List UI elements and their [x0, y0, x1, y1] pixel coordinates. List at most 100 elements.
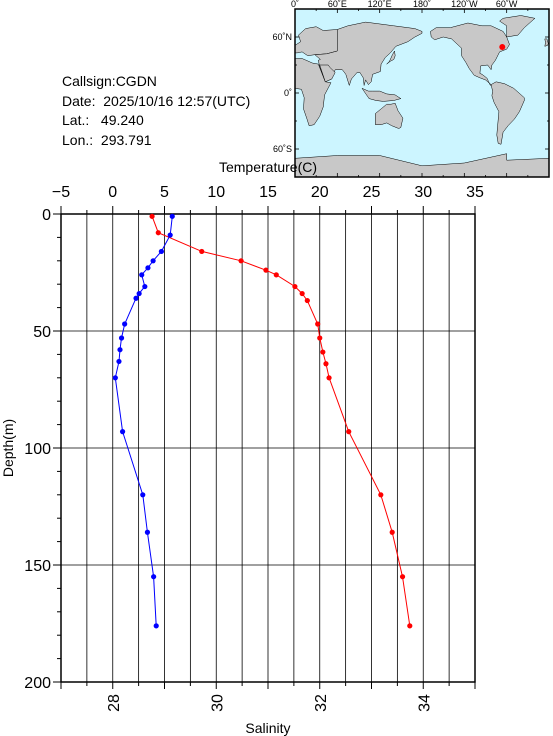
salinity-data-point — [139, 272, 145, 278]
depth-axis: 0 50 100 150 200 — [24, 207, 61, 692]
temperature-tick-label: 10 — [207, 184, 225, 201]
salinity-data-point — [116, 358, 122, 365]
salinity-data-point — [133, 295, 139, 301]
temperature-tick-label: 20 — [311, 184, 329, 201]
salinity-data-point — [142, 283, 148, 290]
salinity-data-point — [119, 429, 126, 435]
map-lat-label: 60˚S — [273, 144, 292, 154]
temperature-data-point — [299, 290, 305, 297]
salinity-data-point — [144, 529, 151, 535]
salinity-data-point — [167, 232, 173, 238]
temperature-tick-label: 30 — [414, 184, 432, 201]
depth-tick-label: 150 — [24, 558, 51, 575]
land-arabia — [319, 64, 336, 83]
map-top-labels: 0˚ 60˚E 120˚E 180˚ 120˚W 60˚W — [291, 0, 518, 9]
station-info: Callsign:CGDN Date: 2025/10/16 12:57(UTC… — [62, 72, 250, 150]
temperature-data-point — [326, 375, 332, 381]
temperature-data-point — [346, 429, 352, 435]
salinity-tick-label: 34 — [416, 694, 433, 712]
temperature-data-point — [317, 335, 323, 341]
temperature-data-point — [304, 297, 310, 304]
map-lon-label: 0˚ — [291, 0, 299, 9]
temperature-tick-label: 35 — [466, 184, 484, 201]
salinity-data-point — [150, 258, 156, 264]
temperature-data-point — [149, 213, 155, 219]
temperature-data-point — [323, 361, 329, 367]
salinity-profile-line — [114, 216, 173, 626]
station-marker — [499, 44, 506, 51]
land-greenland — [499, 15, 536, 38]
land-uk — [544, 38, 549, 47]
temperature-data-point — [292, 283, 298, 290]
land-africa — [294, 58, 332, 126]
temperature-data-point — [273, 272, 279, 278]
salinity-data-point — [153, 623, 159, 629]
lat-text: Lat.: 49.240 — [62, 112, 144, 128]
depth-tick-label: 100 — [24, 441, 51, 458]
world-map: 0˚ 60˚E 120˚E 180˚ 120˚W 60˚W 60˚N 0˚ 60˚S — [0, 0, 553, 185]
salinity-data-point — [117, 347, 123, 353]
land-australia — [375, 103, 404, 129]
temperature-tick-label: 5 — [160, 184, 169, 201]
salinity-data-point — [118, 335, 125, 341]
salinity-data-point — [151, 574, 157, 580]
land-south-america — [490, 81, 525, 145]
salinity-data-point — [112, 375, 118, 381]
temperature-axis-label: Temperature(C) — [219, 159, 317, 175]
salinity-tick-label: 30 — [209, 694, 226, 712]
temperature-tick-label: 0 — [108, 184, 117, 201]
temperature-data-point — [389, 529, 395, 535]
temperature-data-point — [238, 258, 244, 264]
date-text: Date: 2025/10/16 12:57(UTC) — [62, 92, 251, 109]
temperature-tick-label: −5 — [52, 184, 70, 201]
map-land — [294, 15, 550, 178]
temperature-data-point — [263, 267, 269, 273]
land-indonesia — [361, 87, 402, 102]
temperature-data-point — [378, 492, 384, 498]
salinity-tick-label: 28 — [106, 694, 123, 712]
temperature-axis: −5 0 5 10 15 20 25 30 35 — [52, 184, 484, 214]
map-ticks — [294, 8, 550, 178]
temperature-tick-label: 15 — [259, 184, 277, 201]
map-left-labels: 60˚N 0˚ 60˚S — [272, 32, 292, 154]
salinity-data-point — [136, 290, 142, 297]
temperature-data-point — [407, 623, 413, 629]
world-map-svg: 0˚ 60˚E 120˚E 180˚ 120˚W 60˚W 60˚N 0˚ 60˚S — [272, 0, 550, 178]
series-layer — [112, 213, 413, 629]
depth-axis-label: Depth(m) — [0, 419, 16, 477]
land-asia — [314, 21, 423, 87]
salinity-axis: 28 30 32 34 — [60, 682, 476, 712]
temperature-data-point — [155, 230, 161, 236]
map-lat-label: 60˚N — [272, 32, 292, 42]
temperature-series — [149, 213, 413, 629]
salinity-axis-label: Salinity — [245, 720, 290, 736]
temperature-data-point — [399, 574, 406, 580]
salinity-data-point — [122, 321, 128, 327]
depth-tick-label: 50 — [33, 324, 51, 341]
map-lon-label: 180˚ — [413, 0, 431, 9]
temperature-tick-label: 25 — [363, 184, 381, 201]
lon-text: Lon.: 293.791 — [62, 131, 152, 148]
chart-grid — [61, 214, 475, 682]
map-lon-label: 60˚E — [328, 0, 347, 9]
depth-tick-label: 200 — [24, 675, 51, 692]
land-north-america — [430, 22, 510, 86]
map-lon-label: 60˚W — [496, 0, 518, 9]
temperature-data-point — [199, 248, 205, 255]
map-marker — [499, 44, 506, 51]
salinity-tick-label: 32 — [313, 694, 330, 712]
temperature-data-point — [315, 321, 321, 327]
salinity-series — [112, 213, 175, 629]
salinity-data-point — [140, 492, 146, 498]
map-lon-label: 120˚W — [451, 0, 478, 9]
depth-tick-label: 0 — [42, 207, 51, 224]
callsign-text: Callsign:CGDN — [62, 73, 157, 89]
map-lon-label: 120˚E — [368, 0, 392, 9]
salinity-data-point — [145, 265, 151, 271]
temperature-data-point — [320, 349, 326, 355]
salinity-data-point — [158, 248, 164, 255]
map-lat-label: 0˚ — [284, 88, 292, 98]
salinity-data-point — [169, 213, 175, 219]
land-japan — [386, 50, 396, 65]
